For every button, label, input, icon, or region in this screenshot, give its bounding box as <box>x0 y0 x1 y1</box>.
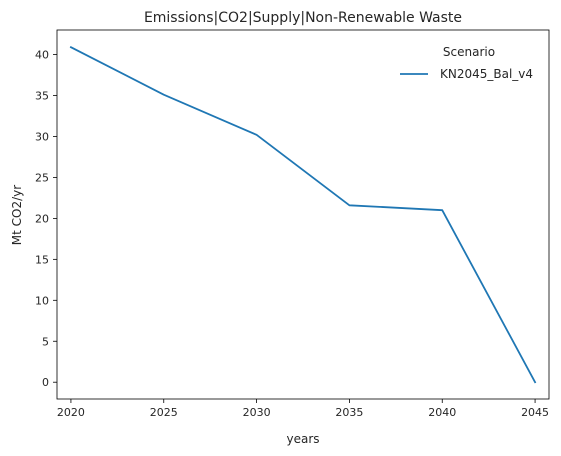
y-tick-label: 10 <box>35 294 49 307</box>
y-axis-label: Mt CO2/yr <box>10 185 24 245</box>
y-tick-label: 35 <box>35 90 49 103</box>
y-tick-label: 40 <box>35 49 49 62</box>
legend-title: Scenario <box>443 45 495 59</box>
series-layer <box>69 45 537 384</box>
x-tick-label: 2040 <box>428 406 456 419</box>
plot-frame <box>56 29 550 400</box>
legend: Scenario KN2045_Bal_v4 <box>400 45 533 81</box>
series-line <box>69 45 537 384</box>
y-tick-label: 30 <box>35 130 49 143</box>
x-axis-label: years <box>286 432 319 446</box>
x-tick-label: 2020 <box>57 406 85 419</box>
y-tick-label: 5 <box>42 335 49 348</box>
y-tick-label: 0 <box>42 376 49 389</box>
x-tick-label: 2025 <box>150 406 178 419</box>
x-tick-label: 2030 <box>243 406 271 419</box>
x-tick-label: 2035 <box>335 406 363 419</box>
y-tick-label: 15 <box>35 253 49 266</box>
x-tick-label: 2045 <box>521 406 549 419</box>
x-axis-ticks: 2020 2025 2030 2035 2040 2045 <box>57 399 549 419</box>
plot-area <box>56 29 550 400</box>
y-tick-label: 20 <box>35 212 49 225</box>
chart-title: Emissions|CO2|Supply|Non-Renewable Waste <box>144 10 462 26</box>
y-axis-ticks: 0 5 10 15 20 25 30 35 40 <box>35 49 57 389</box>
legend-entry-label: KN2045_Bal_v4 <box>440 67 533 81</box>
y-tick-label: 25 <box>35 171 49 184</box>
